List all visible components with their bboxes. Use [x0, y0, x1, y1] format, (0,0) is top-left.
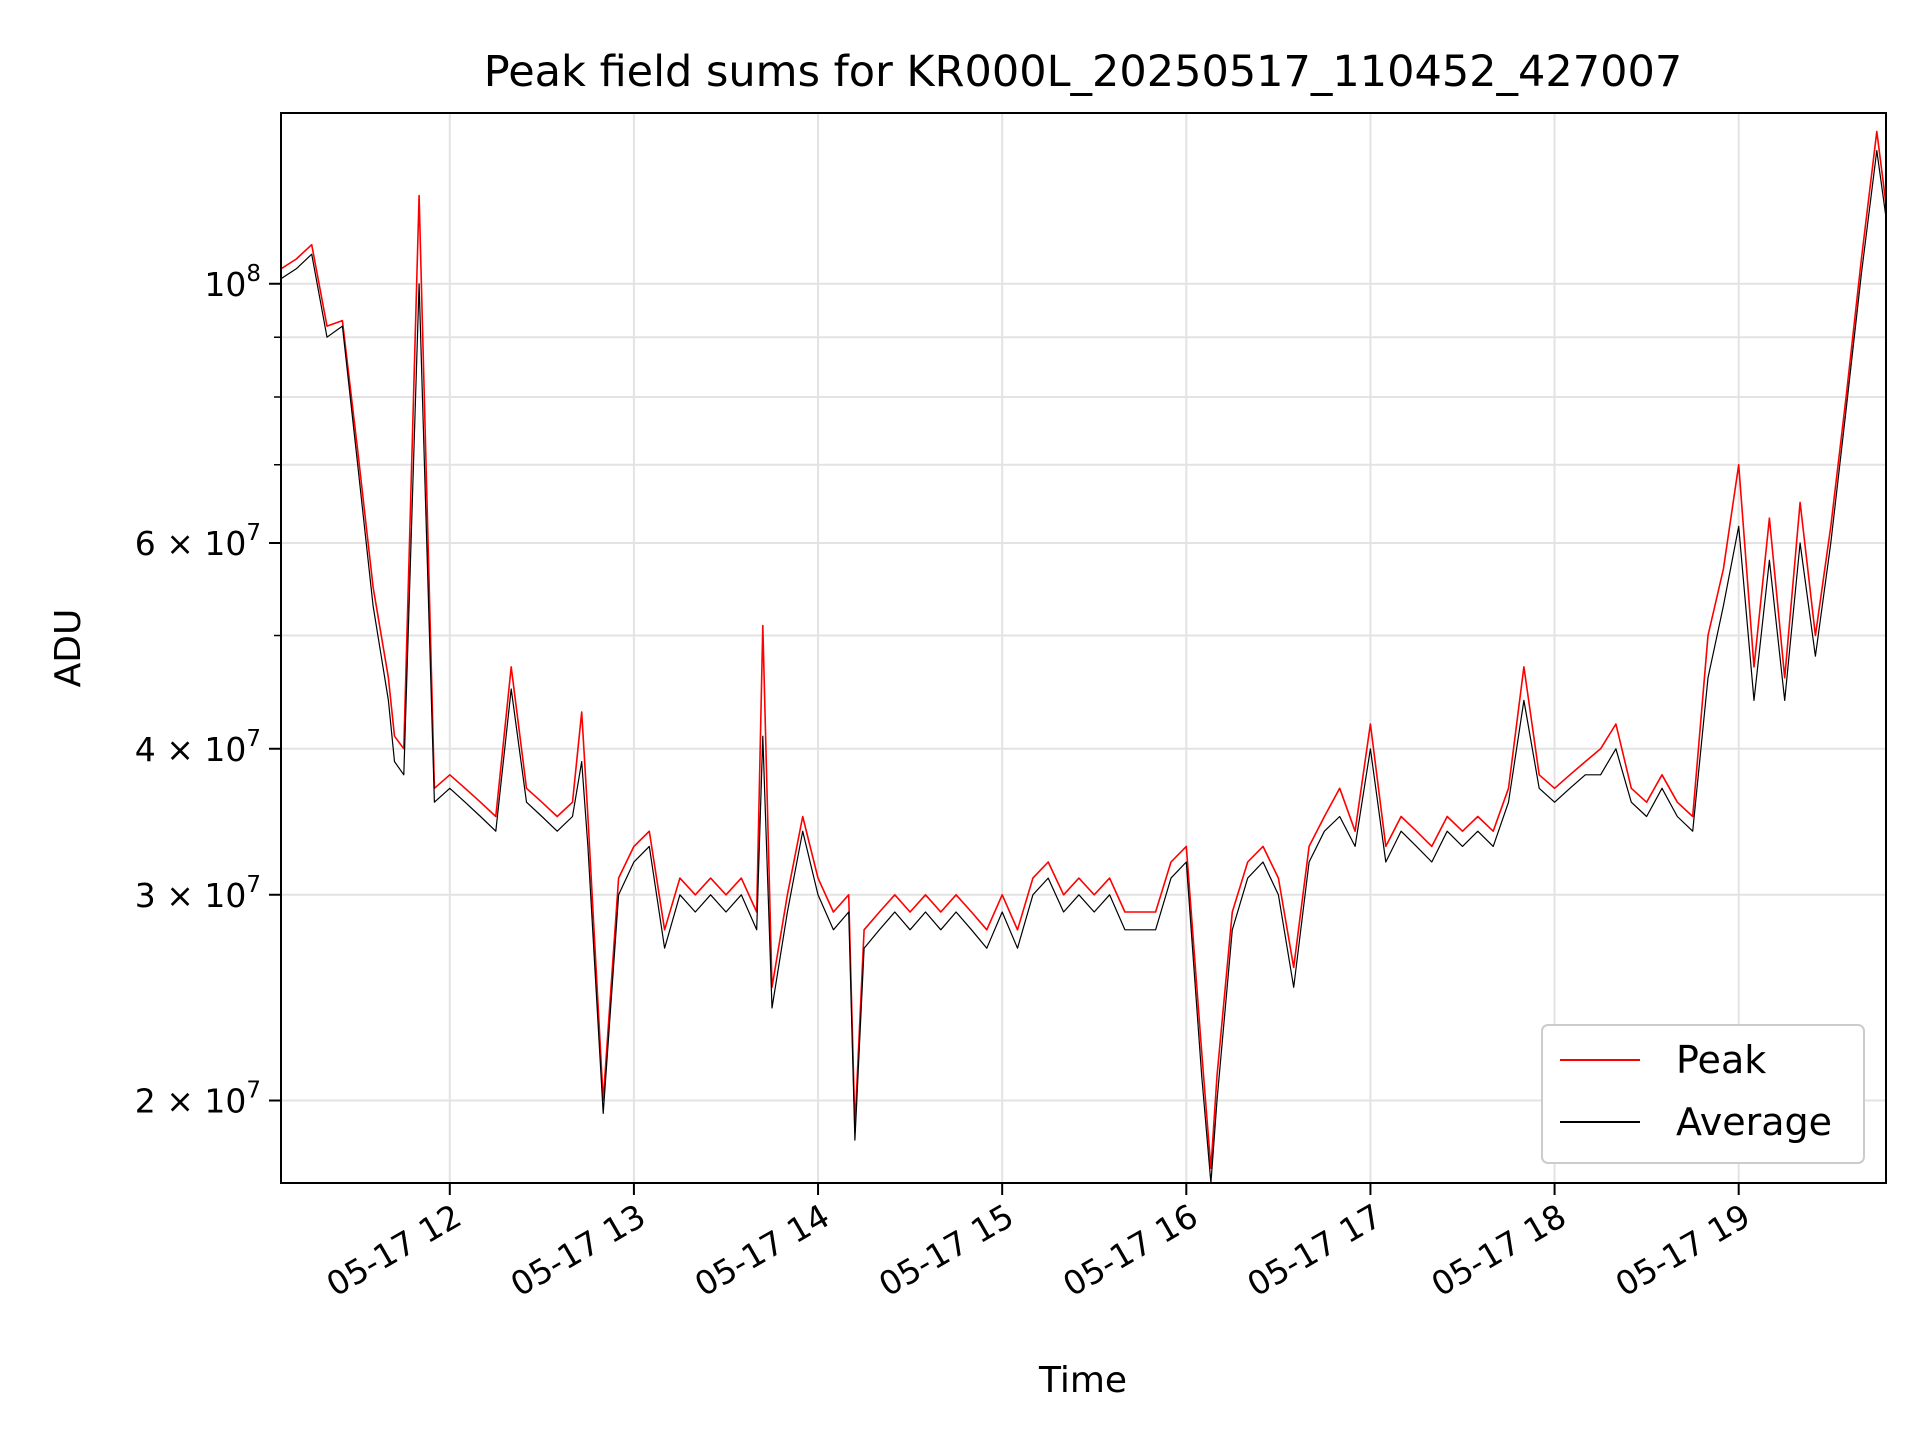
- chart-title: Peak field sums for KR000L_20250517_1104…: [484, 47, 1682, 97]
- y-tick-label: 4 × 107: [135, 726, 261, 769]
- y-tick-label: 108: [204, 261, 261, 304]
- plot-series: [281, 130, 1886, 1183]
- y-tick-label: 6 × 107: [135, 520, 261, 563]
- legend-label-average: Average: [1676, 1100, 1832, 1144]
- legend-label-peak: Peak: [1676, 1038, 1766, 1082]
- grid: [281, 113, 1886, 1183]
- legend: Peak Average: [1541, 1024, 1865, 1164]
- y-tick-label: 3 × 107: [135, 872, 261, 915]
- x-axis-title: Time: [1038, 1360, 1127, 1401]
- y-tick-label: 2 × 107: [135, 1078, 261, 1121]
- series-line-peak: [281, 130, 1886, 1170]
- series-line-average: [281, 150, 1886, 1183]
- plot-frame: [280, 112, 1887, 1184]
- y-axis-title: ADU: [48, 609, 89, 688]
